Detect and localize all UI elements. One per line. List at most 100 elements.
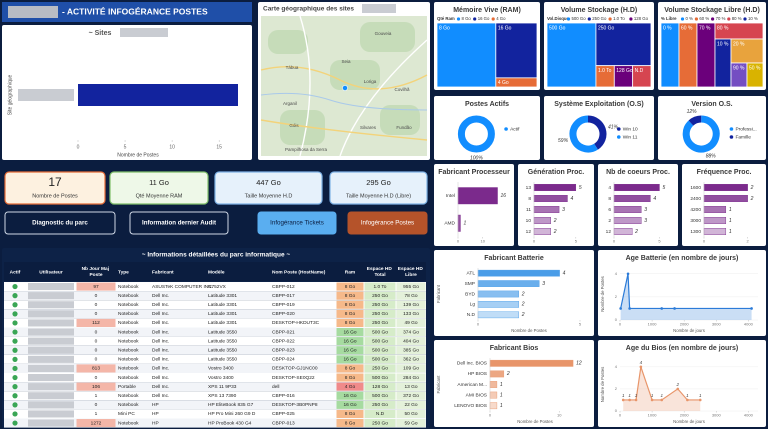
table-cell: Notebook	[118, 393, 139, 399]
nav-button[interactable]	[4, 211, 116, 235]
cell-highlight	[364, 355, 396, 364]
value-label: 2	[521, 312, 525, 318]
value-label: 1	[500, 392, 503, 398]
map-road	[299, 15, 311, 157]
table-cell: N752VX	[208, 284, 227, 290]
table-cell: 22 Go	[404, 402, 417, 408]
map-forest	[280, 110, 325, 145]
x-axis-label: Nombre de Postes	[511, 328, 547, 333]
column-header: Ram	[345, 269, 355, 275]
table-cell: Latitude 3301	[208, 320, 237, 326]
legend-label: Famille	[735, 134, 751, 140]
category-label: 1600	[690, 185, 701, 191]
table-cell: Latitude 3301	[208, 293, 237, 299]
point-label: 4	[640, 360, 643, 365]
table-cell: 49 Go	[404, 320, 417, 326]
table-cell: 0	[95, 338, 98, 344]
table-cell: 139 Go	[403, 302, 419, 308]
table-cell: Dell Inc.	[152, 348, 169, 354]
category-label: BYD	[465, 291, 475, 297]
table-cell: ASUSTeK COMPUTER INC.	[152, 284, 213, 290]
nav-button[interactable]	[347, 211, 428, 235]
donut-slice	[457, 115, 495, 153]
x-tick-label: 0	[703, 239, 706, 244]
treemap-label: N.D	[635, 68, 644, 74]
table-cell: Notebook	[118, 420, 139, 426]
column-header: Actif	[10, 269, 21, 275]
x-tick-label: 10	[169, 144, 175, 150]
category-label: 13	[526, 185, 532, 191]
table-cell: 106	[92, 384, 100, 390]
legend-swatch	[473, 17, 477, 21]
active-indicator	[12, 283, 18, 290]
bar	[533, 194, 568, 202]
x-tick-label: 10	[480, 239, 485, 244]
table-cell: 362 Go	[403, 357, 419, 363]
point-label: 1	[651, 393, 654, 398]
bar	[477, 290, 519, 298]
cell-highlight	[396, 400, 426, 409]
cell-highlight	[364, 364, 396, 373]
x-tick-label: 10	[557, 413, 562, 418]
category-label: 8	[528, 196, 531, 202]
table-cell: DESKTOP-GJ1NC00	[272, 366, 318, 372]
table-cell: XPS 11 9P33	[208, 384, 237, 390]
category-label: 4200	[690, 207, 701, 213]
nav-button[interactable]	[129, 211, 229, 235]
table-cell: 0	[95, 348, 98, 354]
battery-panel-title: Fabricant Batterie	[484, 255, 544, 262]
x-tick-label: 0	[619, 413, 622, 418]
bar	[703, 183, 748, 191]
bar	[613, 194, 651, 202]
active-indicator	[12, 365, 18, 372]
table-cell: Notebook	[118, 338, 139, 344]
table-cell: 500 Go	[372, 375, 388, 381]
active-indicator	[12, 347, 18, 353]
cell-highlight	[336, 382, 364, 391]
value-label: 2	[553, 218, 557, 224]
table-cell: 8 Go	[345, 420, 356, 426]
x-tick-label: 5	[575, 239, 578, 244]
redacted-user	[28, 337, 74, 345]
legend-label: 1.0 To	[613, 16, 625, 21]
redacted-user	[28, 383, 74, 391]
legend-label: Actif	[510, 126, 520, 132]
category-label: 6	[608, 207, 611, 213]
treemap-label: 10 %	[717, 41, 729, 47]
legend-label: 500 Go	[572, 16, 587, 21]
table-cell: 250 Go	[372, 366, 388, 372]
kpi-card	[4, 171, 106, 205]
cell-highlight	[396, 309, 426, 318]
legend-label: 60 %	[699, 16, 709, 21]
table-cell: 8 Go	[345, 320, 356, 326]
category-label: 10	[526, 218, 532, 224]
cell-highlight	[396, 282, 426, 291]
table-cell: 500 Go	[372, 357, 388, 363]
category-label: 4	[608, 185, 611, 191]
active-indicator	[12, 302, 18, 308]
nav-button[interactable]	[257, 211, 337, 235]
map-site-marker[interactable]	[342, 85, 348, 91]
table-cell: 1.0 To	[374, 284, 387, 290]
nav-button-label: Information dernier Audit	[142, 220, 216, 227]
cell-highlight	[364, 328, 396, 337]
value-label: 2	[521, 302, 525, 308]
table-cell: Dell Inc.	[152, 375, 169, 381]
bar	[533, 183, 577, 191]
active-indicator	[12, 402, 18, 408]
table-cell: 0	[95, 375, 98, 381]
legend-swatch	[491, 17, 495, 21]
table-cell: CBPP-021	[272, 329, 295, 335]
table-cell: CBPP-012	[272, 284, 295, 290]
table-cell: 813	[92, 366, 100, 372]
table-cell: 1272	[91, 420, 102, 426]
table-cell: 4 Go	[345, 384, 356, 390]
map-place: Covilhã	[394, 87, 410, 92]
legend-label: 16 Go	[478, 16, 490, 21]
column-header: Espace HD Total	[367, 266, 393, 278]
cell-highlight	[364, 373, 396, 382]
legend-swatch	[743, 17, 747, 21]
table-cell: Latitude 3550	[208, 348, 237, 354]
table-cell: CBPP-016	[272, 393, 295, 399]
